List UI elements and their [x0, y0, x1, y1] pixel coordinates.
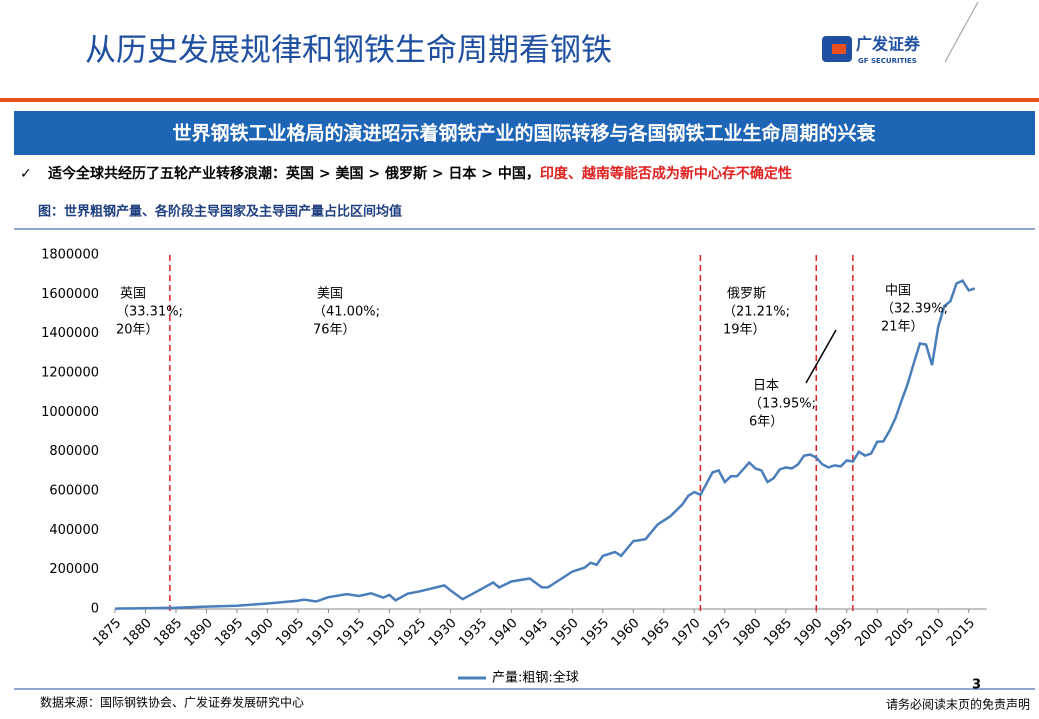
- x-tick-label: 1940: [487, 616, 521, 650]
- annotation-pointer: [805, 329, 837, 384]
- x-tick-label: 1900: [243, 616, 277, 650]
- logo-cn: 广发证券: [856, 35, 921, 54]
- slide-title: 从历史发展规律和钢铁生命周期看钢铁: [85, 33, 612, 69]
- x-tick-label: 1995: [822, 616, 856, 650]
- x-tick-label: 1915: [334, 616, 368, 650]
- annotation: 俄罗斯: [727, 287, 766, 302]
- bullet-black: 适今全球共经历了五轮产业转移浪潮：英国 > 美国 > 俄罗斯 > 日本 > 中国…: [48, 165, 540, 182]
- x-tick-label: 1980: [731, 616, 765, 650]
- x-tick-label: 1950: [548, 616, 582, 650]
- x-tick-label: 1930: [426, 616, 460, 650]
- source: 数据来源：国际钢铁协会、广发证券发展研究中心: [40, 695, 304, 710]
- x-tick-label: 2005: [883, 616, 917, 650]
- legend-label: 产量:粗钢:全球: [492, 670, 579, 686]
- y-tick-label: 600000: [49, 484, 99, 499]
- annotation: （21.21%;: [723, 305, 790, 320]
- y-tick-label: 1400000: [41, 326, 99, 341]
- annotation: （41.00%;: [313, 305, 380, 320]
- x-tick-label: 1985: [761, 616, 795, 650]
- y-tick-label: 0: [91, 602, 99, 617]
- y-tick-label: 400000: [49, 523, 99, 538]
- x-tick-label: 1990: [792, 616, 826, 650]
- series-line: [114, 278, 976, 610]
- x-tick-label: 1895: [212, 616, 246, 650]
- x-tick-label: 1875: [90, 616, 124, 650]
- annotation: （13.95%;: [749, 397, 816, 412]
- annotation: （32.39%;: [881, 302, 948, 317]
- x-tick-label: 1925: [395, 616, 429, 650]
- annotation: 美国: [317, 287, 343, 302]
- x-tick-label: 1885: [151, 616, 185, 650]
- x-tick-label: 2015: [944, 616, 978, 650]
- annotation: 21年）: [881, 320, 924, 335]
- bullet-text: 适今全球共经历了五轮产业转移浪潮：英国 > 美国 > 俄罗斯 > 日本 > 中国…: [48, 165, 792, 182]
- logo-accent: [832, 44, 846, 54]
- x-tick-label: 1955: [578, 616, 612, 650]
- header-rule: [0, 98, 1039, 102]
- x-tick-label: 1890: [182, 616, 216, 650]
- annotation: 日本: [753, 379, 779, 394]
- x-tick-label: 1975: [700, 616, 734, 650]
- banner: [14, 111, 1035, 155]
- y-tick-label: 1800000: [41, 248, 99, 263]
- x-tick-label: 1960: [609, 616, 643, 650]
- annotation: 76年）: [313, 323, 356, 338]
- x-tick-label: 1920: [365, 616, 399, 650]
- bullet-red: 印度、越南等能否成为新中心存不确定性: [540, 165, 792, 182]
- annotation: 中国: [885, 284, 911, 299]
- banner-text: 世界钢铁工业格局的演进昭示着钢铁产业的国际转移与各国钢铁工业生命周期的兴衰: [172, 122, 876, 145]
- x-tick-label: 1935: [456, 616, 490, 650]
- y-tick-label: 200000: [49, 562, 99, 577]
- annotation: 6年）: [749, 415, 783, 430]
- x-tick-label: 2000: [853, 616, 887, 650]
- chart-title: 图：世界粗钢产量、各阶段主导国家及主导国产量占比区间均值: [38, 204, 402, 220]
- annotation: 20年）: [116, 323, 159, 338]
- disclaimer: 请务必阅读末页的免责声明: [886, 697, 1030, 712]
- x-tick-label: 2010: [914, 616, 948, 650]
- x-tick-label: 1910: [304, 616, 338, 650]
- bullet-mark: ✓: [20, 166, 32, 182]
- x-tick-label: 1970: [670, 616, 704, 650]
- logo-en: GF SECURITIES: [858, 57, 917, 65]
- logo-slash: [944, 1, 979, 63]
- annotation: 19年）: [723, 323, 766, 338]
- x-tick-label: 1965: [639, 616, 673, 650]
- annotation: （33.31%;: [116, 305, 183, 320]
- y-tick-label: 1200000: [41, 366, 99, 381]
- page-number: 3: [972, 678, 981, 693]
- y-tick-label: 1600000: [41, 287, 99, 302]
- x-tick-label: 1880: [121, 616, 155, 650]
- y-tick-label: 800000: [49, 444, 99, 459]
- annotation: 英国: [120, 287, 146, 302]
- x-tick-label: 1905: [273, 616, 307, 650]
- x-tick-label: 1945: [517, 616, 551, 650]
- y-tick-label: 1000000: [41, 405, 99, 420]
